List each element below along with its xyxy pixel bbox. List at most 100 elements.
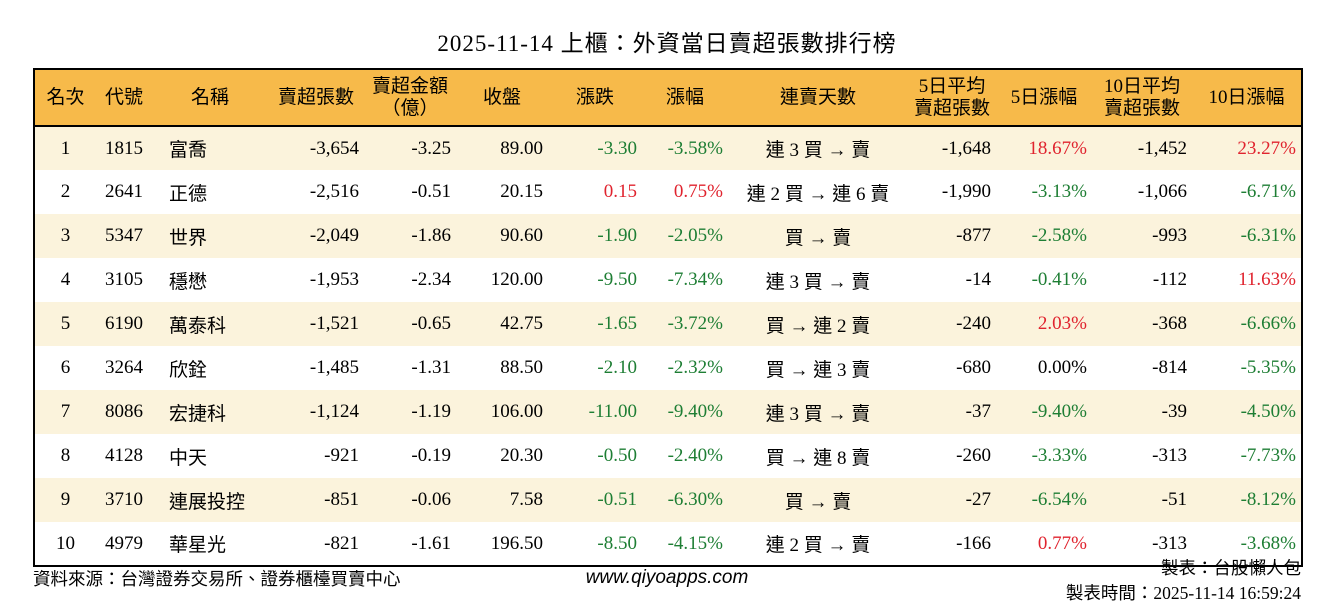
- cell-sell_volume: -1,124: [309, 401, 359, 422]
- cell-change_pct: -2.32%: [667, 357, 723, 378]
- column-header-sell_volume: 賣超張數: [268, 69, 364, 127]
- cell-change_pct: -3.72%: [667, 313, 723, 334]
- cell-rank: 6: [60, 357, 71, 378]
- column-header-change_pct: 漲幅: [642, 69, 728, 127]
- column-header-avg5: 5日平均 賣超張數: [908, 69, 996, 127]
- ranking-table: 名次 代號 名稱 賣超張數 賣超金額 （億） 收盤 漲跌 漲幅 連賣天數 5日平均 賣超張數 5日漲…: [33, 68, 1303, 567]
- cell-change: -8.50: [597, 532, 637, 554]
- cell-code: 1815: [105, 137, 143, 159]
- cell-sell_volume: -2,049: [309, 225, 359, 246]
- column-header-avg10: 10日平均 賣超張數: [1092, 69, 1192, 127]
- cell-rank: 10: [56, 532, 75, 554]
- cell-name: 華星光: [169, 535, 227, 556]
- cell-streak: 買 → 連 8 賣: [765, 447, 871, 469]
- made-by-label: 製表：台股懶人包: [1161, 558, 1301, 578]
- cell-avg10: -313: [1152, 445, 1187, 466]
- cell-change_pct: -4.15%: [667, 532, 723, 554]
- cell-close: 89.00: [500, 137, 543, 159]
- ranking-table-container: 名次 代號 名稱 賣超張數 賣超金額 （億） 收盤 漲跌 漲幅 連賣天數 5日平均 賣超張數 5日漲…: [33, 68, 1303, 567]
- cell-change: -1.90: [597, 225, 637, 246]
- column-header-sell_amount: 賣超金額 （億）: [364, 69, 456, 127]
- cell-sell_amount: -0.06: [411, 489, 451, 510]
- cell-streak: 買 → 賣: [784, 227, 852, 249]
- cell-rank: 3: [60, 225, 71, 246]
- cell-sell_volume: -851: [324, 489, 359, 510]
- cell-pct5: 0.00%: [1037, 357, 1087, 378]
- cell-avg10: -313: [1152, 532, 1187, 554]
- cell-close: 120.00: [490, 269, 543, 290]
- column-header-pct10: 10日漲幅: [1192, 69, 1302, 127]
- cell-pct10: -6.71%: [1240, 181, 1296, 202]
- cell-change_pct: -9.40%: [667, 401, 723, 422]
- cell-avg5: -166: [956, 532, 991, 554]
- table-row: 10 4979 華星光 -821 -1.61 196.50 -8.50 -4.15% 連 2 買…: [34, 522, 1302, 566]
- cell-name: 穩懋: [169, 271, 208, 293]
- column-header-code: 代號: [96, 69, 152, 127]
- table-header: 名次 代號 名稱 賣超張數 賣超金額 （億） 收盤 漲跌 漲幅 連賣天數 5日平均 賣超張數 5日漲…: [34, 69, 1302, 127]
- cell-change: -9.50: [597, 269, 637, 290]
- cell-sell_amount: -1.31: [411, 357, 451, 378]
- cell-sell_volume: -3,654: [309, 137, 359, 159]
- column-header-streak: 連賣天數: [728, 69, 908, 127]
- cell-name: 連展投控: [169, 491, 246, 513]
- cell-pct5: -3.33%: [1031, 445, 1087, 466]
- table-row: 8 4128 中天 -921 -0.19 20.30 -0.50 -2.40% 買 → 連 8 …: [34, 434, 1302, 478]
- cell-rank: 1: [60, 137, 71, 159]
- cell-sell_volume: -1,521: [309, 313, 359, 334]
- cell-streak: 連 2 買 → 連 6 賣: [746, 183, 890, 205]
- cell-sell_amount: -0.19: [411, 445, 451, 466]
- cell-code: 8086: [105, 401, 143, 422]
- cell-streak: 買 → 賣: [784, 491, 852, 513]
- cell-close: 20.15: [500, 181, 543, 202]
- cell-avg5: -14: [965, 269, 991, 290]
- table-body: 1 1815 富喬 -3,654 -3.25 89.00 -3.30 -3.58% 連 3 買 …: [34, 126, 1302, 566]
- cell-avg5: -1,990: [941, 181, 991, 202]
- cell-streak: 買 → 連 2 賣: [765, 315, 871, 337]
- cell-close: 196.50: [490, 532, 543, 554]
- cell-sell_amount: -2.34: [411, 269, 451, 290]
- cell-close: 106.00: [490, 401, 543, 422]
- cell-pct5: -6.54%: [1031, 489, 1087, 510]
- column-header-change: 漲跌: [548, 69, 642, 127]
- cell-avg10: -112: [1152, 269, 1187, 290]
- table-row: 2 2641 正德 -2,516 -0.51 20.15 0.15 0.75% 連 2 買 → …: [34, 170, 1302, 214]
- cell-pct10: -4.50%: [1240, 401, 1296, 422]
- cell-name: 正德: [169, 183, 208, 205]
- cell-avg5: -37: [965, 401, 991, 422]
- data-source-note: 資料來源：台灣證券交易所、證券櫃檯買賣中心: [33, 569, 401, 589]
- cell-sell_volume: -921: [324, 445, 359, 466]
- cell-pct5: 2.03%: [1037, 313, 1087, 334]
- table-row: 4 3105 穩懋 -1,953 -2.34 120.00 -9.50 -7.34% 連 3 買…: [34, 258, 1302, 302]
- cell-streak: 連 2 買 → 賣: [765, 535, 871, 556]
- cell-pct5: 0.77%: [1037, 532, 1087, 554]
- cell-sell_amount: -1.86: [411, 225, 451, 246]
- cell-sell_amount: -3.25: [411, 137, 451, 159]
- cell-close: 90.60: [500, 225, 543, 246]
- cell-code: 4979: [105, 532, 143, 554]
- cell-pct10: -8.12%: [1240, 489, 1296, 510]
- cell-change: -2.10: [597, 357, 637, 378]
- cell-change: -0.50: [597, 445, 637, 466]
- credit-block: 製表：台股懶人包 製表時間：2025-11-14 16:59:24: [1066, 556, 1301, 607]
- column-header-close: 收盤: [456, 69, 548, 127]
- cell-rank: 5: [60, 313, 71, 334]
- cell-pct10: 11.63%: [1238, 269, 1296, 290]
- header-row: 名次 代號 名稱 賣超張數 賣超金額 （億） 收盤 漲跌 漲幅 連賣天數 5日平均 賣超張數 5日漲…: [34, 69, 1302, 127]
- cell-sell_volume: -2,516: [309, 181, 359, 202]
- cell-avg10: -1,066: [1137, 181, 1187, 202]
- cell-pct5: -2.58%: [1031, 225, 1087, 246]
- cell-pct10: -6.66%: [1240, 313, 1296, 334]
- cell-change: -11.00: [588, 401, 637, 422]
- cell-close: 20.30: [500, 445, 543, 466]
- cell-sell_volume: -1,485: [309, 357, 359, 378]
- table-row: 6 3264 欣銓 -1,485 -1.31 88.50 -2.10 -2.32% 買 → 連 …: [34, 346, 1302, 390]
- cell-avg10: -368: [1152, 313, 1187, 334]
- cell-pct10: -3.68%: [1240, 532, 1296, 554]
- cell-change_pct: -3.58%: [667, 137, 723, 159]
- website-url: www.qiyoapps.com: [585, 567, 749, 588]
- cell-code: 3105: [105, 269, 143, 290]
- cell-pct5: -9.40%: [1031, 401, 1087, 422]
- cell-avg5: -877: [956, 225, 991, 246]
- cell-rank: 7: [60, 401, 71, 422]
- cell-rank: 8: [60, 445, 71, 466]
